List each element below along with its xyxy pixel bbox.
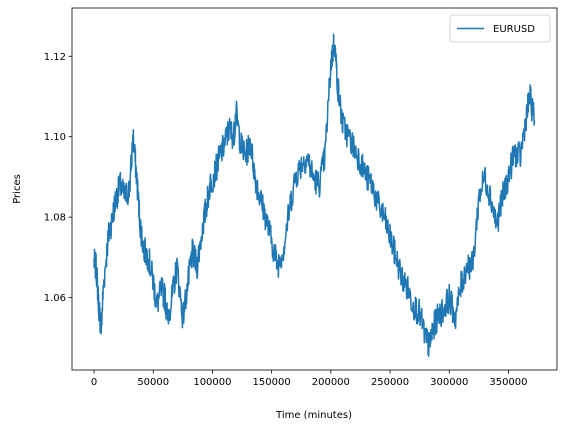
y-axis: 1.06 1.08 1.10 1.12: [44, 52, 72, 304]
y-tick-label-2: 1.10: [44, 132, 66, 143]
series-layer: [93, 33, 536, 357]
y-tick-label-0: 1.06: [44, 293, 66, 304]
x-tick-label-2: 100000: [193, 377, 231, 388]
x-tick-label-6: 300000: [430, 377, 468, 388]
y-tick-label-3: 1.12: [44, 52, 66, 63]
x-tick-label-4: 200000: [312, 377, 350, 388]
y-axis-label: Prices: [12, 174, 23, 204]
x-tick-label-5: 250000: [371, 377, 409, 388]
x-axis-label: Time (minutes): [275, 410, 352, 421]
legend: EURUSD: [449, 14, 551, 43]
plot-frame: [71, 7, 558, 371]
x-tick-label-1: 50000: [137, 377, 169, 388]
series-line-eurusd: [93, 33, 536, 357]
legend-label-eurusd: EURUSD: [493, 24, 535, 35]
y-tick-label-1: 1.08: [44, 213, 66, 224]
legend-box: [449, 14, 551, 43]
x-tick-label-0: 0: [91, 377, 97, 388]
x-tick-label-3: 150000: [253, 377, 291, 388]
x-tick-label-7: 350000: [489, 377, 527, 388]
x-axis: 0 50000 100000 150000 200000 250000 300000 3500…: [91, 370, 528, 388]
